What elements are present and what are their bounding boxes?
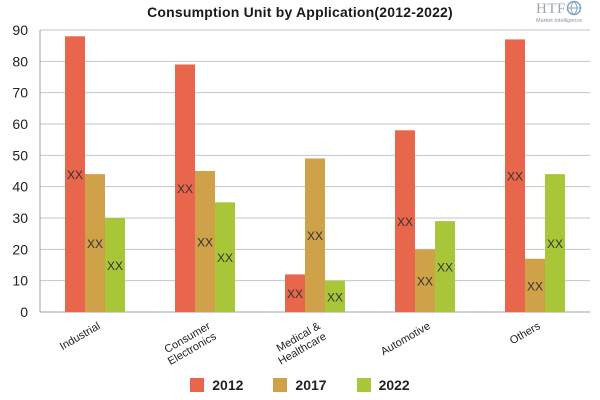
logo-subtext: Market Intelligence [536,18,583,24]
bar [105,218,125,312]
x-tick-label: Medical &Healthcare [270,320,329,368]
bar [525,258,545,312]
data-label: XX [547,237,563,251]
x-tick-label: Others [508,320,543,347]
bar [545,174,565,312]
legend-item-2012: 2012 [190,377,243,393]
y-tick-label: 80 [12,53,28,69]
legend-swatch-2017 [273,378,288,392]
x-tick-label-line: Automotive [379,320,433,358]
bar [505,39,525,313]
y-tick-label: 70 [12,85,28,101]
bar [415,249,435,312]
data-label: XX [217,251,233,265]
globe-icon [566,0,582,16]
bar [65,36,85,313]
x-tick-label: Automotive [379,320,433,358]
x-tick-label: ConsumerElectronics [160,320,219,368]
y-tick-label: 10 [12,273,28,289]
bar [285,274,305,312]
y-tick-label: 20 [12,241,28,257]
chart-title: Consumption Unit by Application(2012-202… [147,4,453,20]
legend-label-2022: 2022 [378,377,410,393]
bar [85,174,105,312]
data-label: XX [437,261,453,275]
logo-text: HTF [536,1,566,17]
legend-label-2017: 2017 [295,377,327,393]
legend-item-2017: 2017 [273,377,327,393]
legend-label-2012: 2012 [212,377,244,393]
data-label: XX [307,229,323,243]
data-label: XX [507,170,523,184]
data-label: XX [287,287,303,301]
data-label: XX [67,168,83,182]
bar [325,280,345,312]
data-label: XX [397,215,413,229]
bar [215,202,235,312]
y-tick-label: 50 [12,147,28,163]
y-tick-label: 0 [20,304,28,320]
bar [435,221,455,312]
y-tick-label: 60 [12,116,28,132]
bar [305,158,325,312]
data-label: XX [87,237,103,251]
legend: 2012 2017 2022 [0,377,600,393]
y-tick-label: 90 [12,22,28,38]
bar [175,64,195,312]
bar [195,171,215,312]
data-label: XX [177,182,193,196]
y-tick-label: 40 [12,179,28,195]
legend-swatch-2022 [356,378,371,392]
data-label: XX [527,279,543,293]
x-tick-label-line: Industrial [58,320,103,353]
data-label: XX [107,259,123,273]
x-tick-label-line: Others [508,320,543,347]
x-tick-label: Industrial [58,320,103,353]
y-tick-label: 30 [12,210,28,226]
bar [395,130,415,312]
data-label: XX [327,290,343,304]
legend-item-2022: 2022 [356,377,410,393]
data-label: XX [417,275,433,289]
data-label: XX [197,236,213,250]
brand-logo: HTF Market Intelligence [536,0,594,31]
legend-swatch-2012 [190,378,205,392]
